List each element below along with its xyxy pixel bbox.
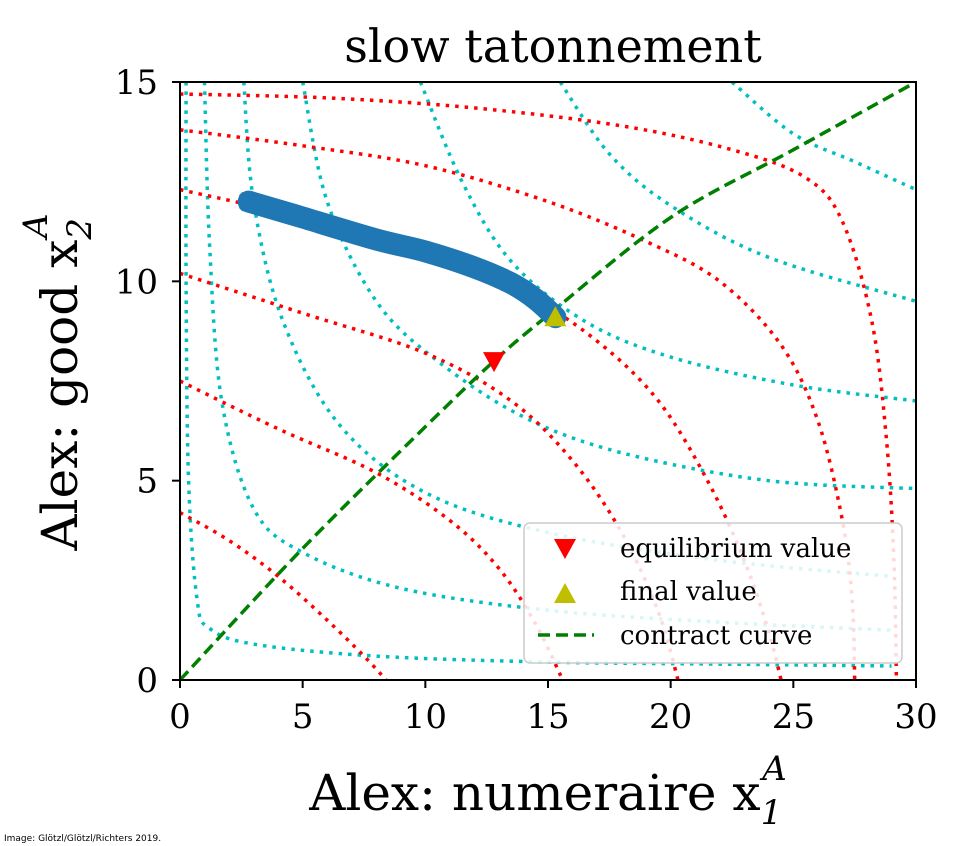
x-axis-label-sup: A: [759, 749, 787, 789]
markers-group: [483, 306, 567, 373]
y-tick-label-1: 5: [136, 462, 158, 502]
equilibrium-marker: [483, 352, 506, 373]
beth-indifference-curve-1: [202, 82, 892, 632]
y-axis-label-sub: 2: [60, 218, 100, 241]
beth-indifference-curve-2: [242, 82, 892, 579]
alex-indifference-curve-1: [180, 379, 565, 680]
x-tick-label-1: 5: [292, 697, 314, 737]
y-tick-label-2: 10: [115, 262, 158, 302]
x-axis-label: Alex: numeraire x1A: [308, 749, 787, 833]
x-axis-ticks: 0 5 10 15 20 25 30: [169, 680, 938, 737]
y-axis-label: Alex: good x2A: [16, 213, 100, 551]
x-axis-label-sub: 1: [761, 793, 783, 833]
adjustment-path: [237, 190, 567, 329]
legend-marker-final: [554, 583, 576, 603]
contract-curve: [180, 82, 916, 680]
y-axis-label-text: Alex: good x: [31, 240, 89, 552]
final-marker: [544, 306, 567, 327]
adjustment-path-start: [238, 191, 259, 212]
x-tick-label-3: 15: [526, 697, 569, 737]
chart-title: slow tatonnement: [344, 19, 762, 73]
legend: equilibrium value final value contract c…: [523, 522, 903, 664]
image-credit: Image: Glötzl/Glötzl/Richters 2019.: [4, 834, 161, 844]
alex-indifference-curve-5: [180, 92, 899, 680]
legend-label-contract: contract curve: [620, 621, 812, 651]
y-axis-ticks: 0 5 10 15: [115, 63, 180, 701]
y-axis-label-sup: A: [16, 213, 56, 241]
y-tick-label-3: 15: [115, 63, 158, 103]
adjustment-path-group: [237, 190, 567, 329]
x-tick-label-4: 20: [649, 697, 692, 737]
x-tick-label-2: 10: [404, 697, 447, 737]
alex-indifference-curve-0: [180, 511, 388, 680]
x-tick-label-6: 30: [894, 697, 937, 737]
beth-indifference-curve-5: [558, 82, 916, 303]
y-tick-label-0: 0: [136, 661, 158, 701]
plot-area: [180, 82, 916, 680]
contract-curve-group: [180, 82, 916, 680]
legend-label-equilibrium: equilibrium value: [620, 534, 851, 564]
legend-label-final: final value: [620, 577, 757, 607]
legend-marker-equilibrium: [554, 539, 576, 559]
beth-indifference-curve-6: [730, 82, 916, 192]
x-tick-label-0: 0: [169, 697, 191, 737]
beth-indifference-curve-3: [300, 82, 916, 491]
x-axis-label-text: Alex: numeraire x: [308, 764, 760, 822]
x-tick-label-5: 25: [772, 697, 815, 737]
legend-box: [523, 522, 903, 664]
